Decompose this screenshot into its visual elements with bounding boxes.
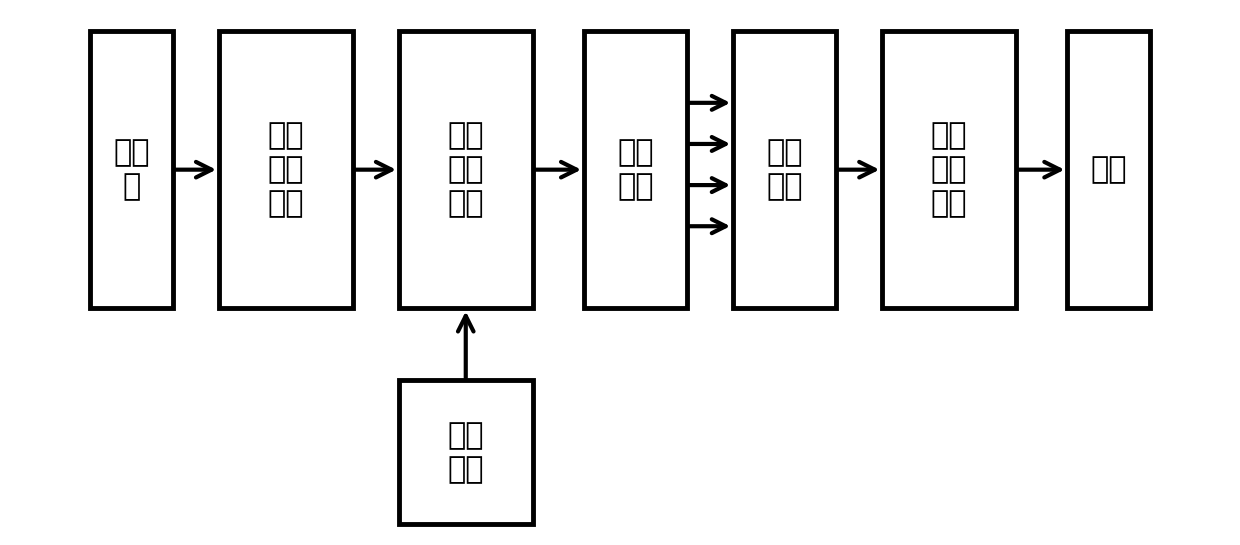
- Bar: [219, 31, 352, 308]
- Text: 发射
线圈: 发射 线圈: [618, 138, 653, 201]
- Text: 驱动
电路: 驱动 电路: [448, 421, 484, 484]
- Bar: [91, 31, 172, 308]
- Bar: [399, 31, 533, 308]
- Bar: [733, 31, 836, 308]
- Text: 负载: 负载: [1090, 155, 1127, 184]
- Text: 整流
变换
电路: 整流 变换 电路: [931, 122, 967, 218]
- Text: 整流
滤波
电路: 整流 滤波 电路: [268, 122, 304, 218]
- Text: 交流
电: 交流 电: [113, 138, 150, 201]
- Bar: [882, 31, 1016, 308]
- Text: 接收
线圈: 接收 线圈: [766, 138, 802, 201]
- Text: 高频
逆变
电路: 高频 逆变 电路: [448, 122, 484, 218]
- Bar: [584, 31, 687, 308]
- Bar: [399, 380, 533, 524]
- Bar: [1068, 31, 1149, 308]
